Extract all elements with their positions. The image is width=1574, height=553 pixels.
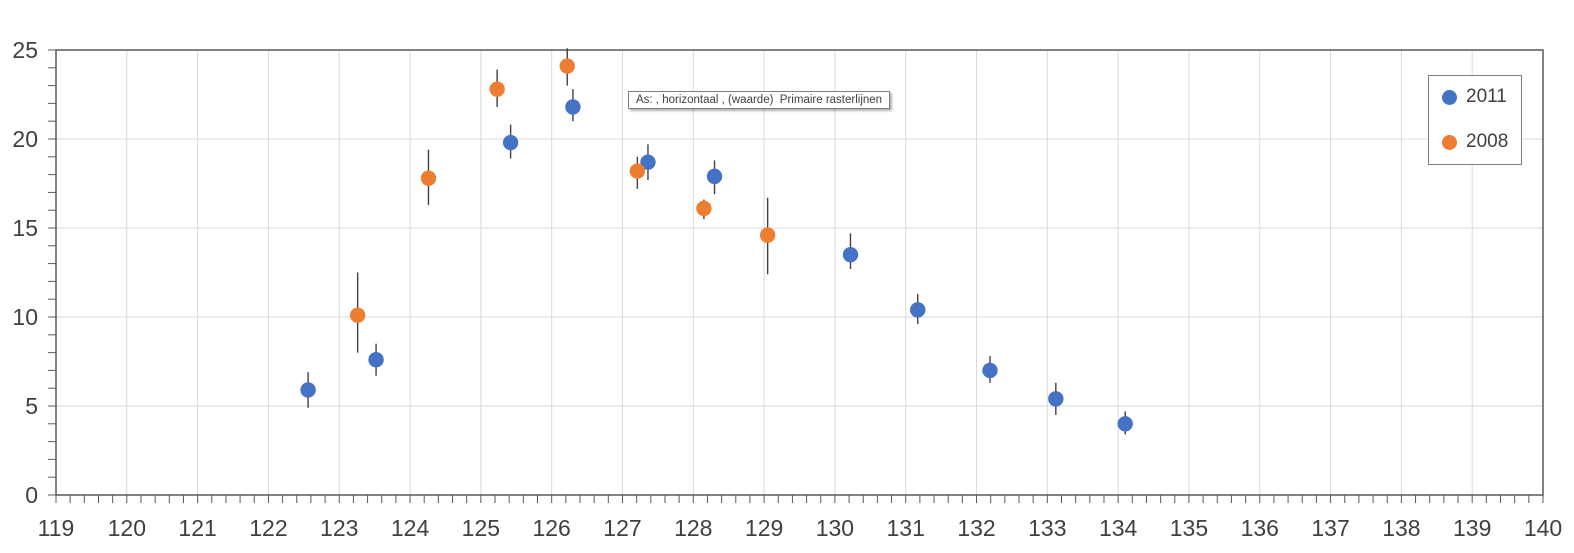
svg-text:125: 125	[462, 515, 500, 541]
svg-text:124: 124	[391, 515, 430, 541]
svg-text:127: 127	[603, 515, 641, 541]
svg-text:120: 120	[108, 515, 146, 541]
svg-text:122: 122	[249, 515, 287, 541]
svg-text:20: 20	[12, 126, 38, 152]
svg-text:10: 10	[12, 304, 38, 330]
svg-text:5: 5	[25, 393, 38, 419]
svg-text:132: 132	[957, 515, 995, 541]
svg-text:137: 137	[1311, 515, 1349, 541]
svg-text:119: 119	[38, 515, 75, 541]
svg-text:136: 136	[1241, 515, 1279, 541]
svg-text:134: 134	[1099, 515, 1138, 541]
svg-text:133: 133	[1028, 515, 1066, 541]
svg-text:121: 121	[178, 515, 216, 541]
svg-text:15: 15	[12, 215, 38, 241]
svg-text:140: 140	[1524, 515, 1562, 541]
svg-text:128: 128	[674, 515, 712, 541]
svg-text:131: 131	[887, 515, 925, 541]
svg-text:129: 129	[745, 515, 783, 541]
svg-text:139: 139	[1453, 515, 1491, 541]
svg-text:0: 0	[25, 482, 38, 508]
svg-text:130: 130	[816, 515, 854, 541]
svg-text:25: 25	[12, 37, 38, 63]
svg-text:138: 138	[1382, 515, 1420, 541]
svg-text:123: 123	[320, 515, 358, 541]
svg-text:135: 135	[1170, 515, 1208, 541]
svg-text:126: 126	[532, 515, 570, 541]
